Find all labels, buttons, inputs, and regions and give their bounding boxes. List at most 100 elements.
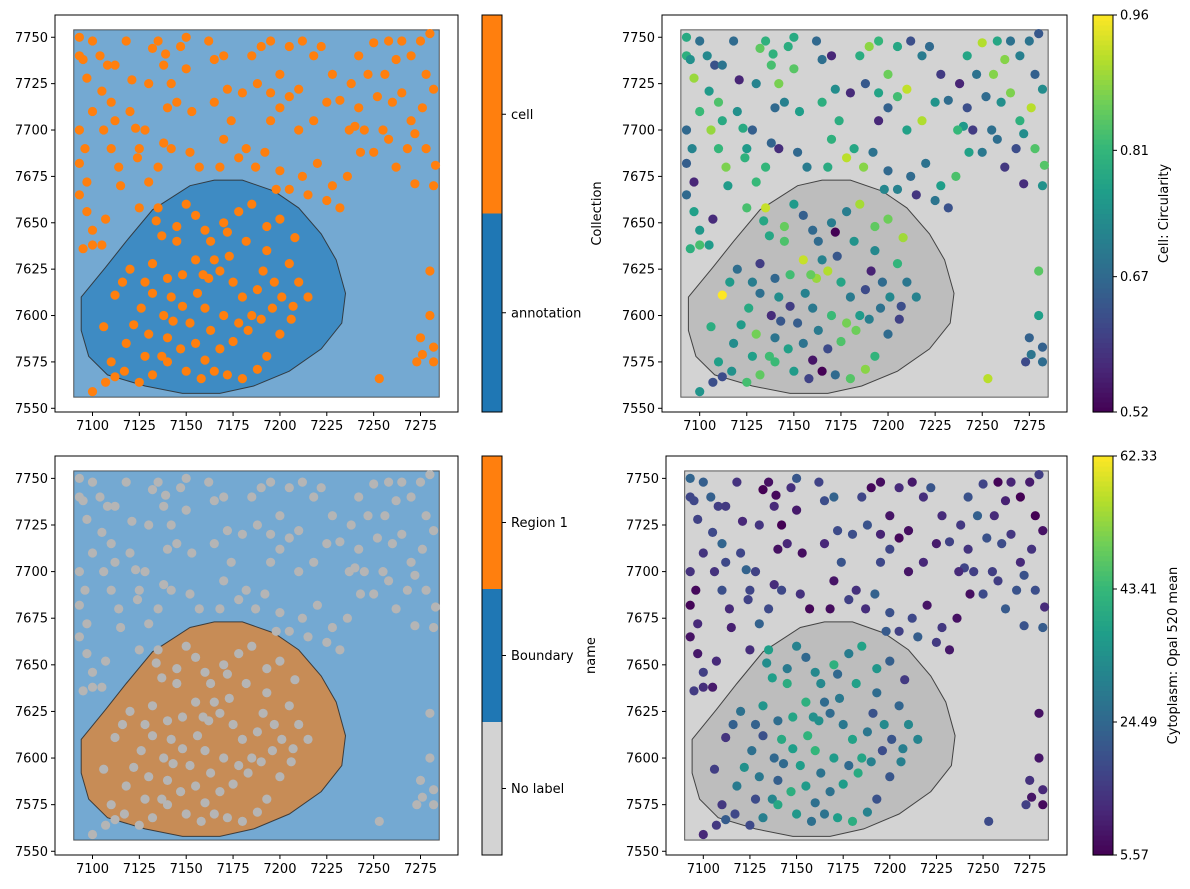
cell-point <box>978 589 988 599</box>
cell-point <box>855 199 865 209</box>
cell-point <box>234 318 244 328</box>
cell-point <box>110 116 120 126</box>
colorbar-tick-label: 24.49 <box>1120 716 1157 731</box>
colorbar-gradient-step <box>1093 297 1113 304</box>
cell-point <box>106 144 116 154</box>
colorbar-tick-label: 0.96 <box>1120 9 1149 24</box>
colorbar-gradient-step <box>1093 183 1113 190</box>
cell-point <box>176 483 186 493</box>
cell-point <box>222 227 232 237</box>
cell-point <box>219 51 229 61</box>
cell-point <box>806 816 817 827</box>
cell-point <box>335 645 345 655</box>
cell-point <box>766 310 776 321</box>
cell-point <box>101 656 111 666</box>
cell-point <box>425 266 435 276</box>
cell-point <box>894 533 904 543</box>
region-polygon <box>80 179 347 394</box>
cell-point <box>825 604 835 614</box>
cell-point <box>936 181 946 191</box>
cell-point <box>303 632 313 642</box>
cell-point <box>209 97 219 107</box>
cell-point <box>266 477 276 487</box>
cell-point <box>140 351 150 361</box>
colorbar-gradient-step <box>1093 139 1113 145</box>
cell-point <box>168 759 178 769</box>
cell-point <box>1000 54 1010 65</box>
cell-point <box>266 557 276 567</box>
cell-point <box>770 273 780 283</box>
colorbar-segment <box>482 213 502 412</box>
cell-point <box>372 92 382 102</box>
cell-point <box>275 214 285 224</box>
cell-point <box>121 781 131 791</box>
cell-point <box>378 125 388 135</box>
cell-point <box>795 760 805 771</box>
cell-point <box>153 604 163 614</box>
cell-point <box>689 496 699 506</box>
cell-point <box>770 333 780 343</box>
cell-point <box>779 221 790 232</box>
cell-point <box>798 255 808 265</box>
y-tick-label: 7600 <box>626 752 659 767</box>
colorbar-gradient-step <box>1093 695 1113 701</box>
cell-point <box>172 97 182 107</box>
cell-point <box>421 511 431 521</box>
cell-point <box>284 626 294 636</box>
cell-point <box>785 270 795 280</box>
colorbar-gradient-step <box>1093 790 1113 796</box>
cell-point <box>234 649 244 659</box>
cell-point <box>136 303 146 313</box>
cell-point <box>134 820 144 830</box>
cell-point <box>80 585 90 595</box>
colorbar-gradient-step <box>1093 745 1113 751</box>
colorbar-gradient-step <box>1093 840 1113 846</box>
cell-point <box>391 162 401 172</box>
colorbar-tick-label: 43.41 <box>1120 583 1157 598</box>
cell-point <box>159 501 169 511</box>
colorbar-tick-label: 0.67 <box>1120 270 1149 285</box>
cell-point <box>691 585 701 595</box>
cell-point <box>773 775 783 786</box>
cell-point <box>176 787 186 797</box>
colorbar-gradient-step <box>1093 640 1113 647</box>
y-tick-label: 7650 <box>626 658 659 673</box>
cell-point <box>736 320 746 330</box>
axes-frame <box>665 455 1068 856</box>
cell-point <box>789 366 799 376</box>
colorbar-gradient-step <box>1093 615 1113 622</box>
cell-point <box>1019 570 1029 580</box>
cell-point <box>782 678 792 689</box>
cell-point <box>106 539 116 549</box>
cell-point <box>294 567 304 577</box>
cell-point <box>222 84 232 94</box>
cell-point <box>82 73 92 83</box>
cell-point <box>406 51 416 61</box>
cell-point <box>206 236 216 246</box>
cell-point <box>732 781 742 791</box>
cell-point <box>706 322 716 332</box>
cell-point <box>161 490 171 500</box>
cell-point <box>256 483 266 493</box>
cell-point <box>397 529 407 539</box>
cell-point <box>417 792 427 802</box>
cell-point <box>817 255 827 265</box>
colorbar-gradient-step <box>1093 770 1113 776</box>
cell-point <box>99 322 109 332</box>
colorbar-circularity: 0.52 0.67 0.81 0.96 Cell: Circularity <box>1092 9 1172 421</box>
cell-point <box>177 744 188 754</box>
cell-point <box>1019 129 1029 139</box>
cell-point <box>271 184 281 194</box>
colorbar-gradient-step <box>1093 565 1113 572</box>
cell-point <box>1034 310 1044 321</box>
x-tick-label: 7175 <box>217 862 250 877</box>
cell-point <box>290 675 300 685</box>
cell-point <box>425 310 435 321</box>
cell-point <box>806 270 816 280</box>
cell-point <box>708 682 718 692</box>
cell-point <box>140 277 150 287</box>
cell-point <box>872 688 882 698</box>
cell-point <box>275 511 285 521</box>
cell-point <box>777 585 787 595</box>
cell-point <box>262 794 272 804</box>
